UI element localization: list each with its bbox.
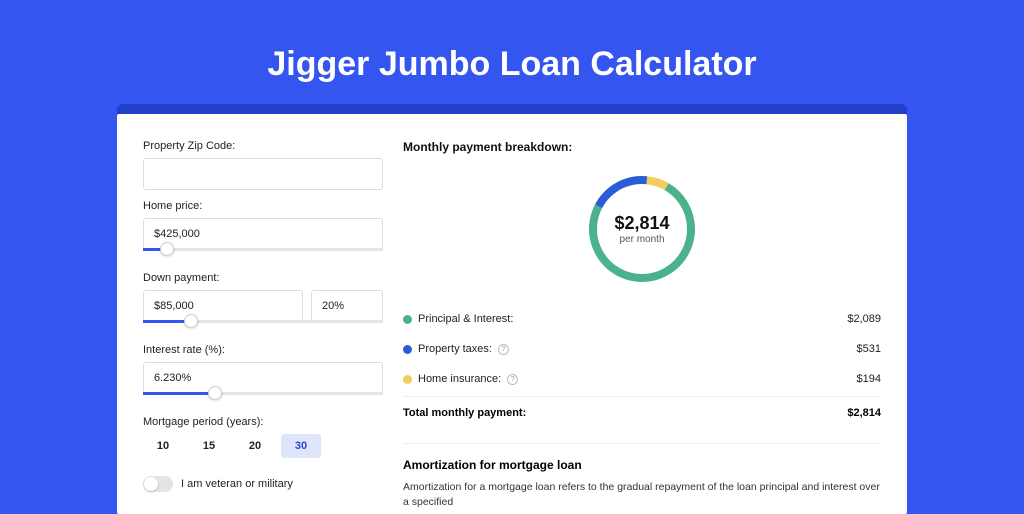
breakdown-title: Monthly payment breakdown: [403, 140, 881, 154]
legend-label: Home insurance: [418, 373, 501, 385]
toggle-knob [144, 477, 158, 491]
legend-insurance: Home insurance: ? $194 [403, 364, 881, 394]
amortization-text: Amortization for a mortgage loan refers … [403, 480, 881, 509]
zip-label: Property Zip Code: [143, 140, 383, 152]
period-options: 10 15 20 30 [143, 434, 383, 458]
donut-amount: $2,814 [614, 213, 669, 234]
dot-icon [403, 375, 412, 384]
home-price-label: Home price: [143, 200, 383, 212]
donut-center: $2,814 per month [597, 184, 687, 274]
down-payment-slider[interactable] [143, 320, 383, 334]
veteran-label: I am veteran or military [181, 478, 293, 490]
down-payment-input[interactable] [143, 290, 303, 322]
home-price-input[interactable] [143, 218, 383, 250]
zip-input[interactable] [143, 158, 383, 190]
amortization-section: Amortization for mortgage loan Amortizat… [403, 443, 881, 509]
legend-label: Property taxes: [418, 343, 492, 355]
donut-chart: $2,814 per month [581, 168, 703, 290]
interest-slider[interactable] [143, 392, 383, 406]
down-payment-field: Down payment: [143, 272, 383, 334]
legend-taxes: Property taxes: ? $531 [403, 334, 881, 364]
interest-field: Interest rate (%): [143, 344, 383, 406]
breakdown-column: Monthly payment breakdown: $2,814 per mo… [403, 140, 881, 514]
amortization-title: Amortization for mortgage loan [403, 458, 881, 472]
period-field: Mortgage period (years): 10 15 20 30 [143, 416, 383, 458]
calculator-card: Property Zip Code: Home price: Down paym… [117, 114, 907, 514]
veteran-toggle[interactable] [143, 476, 173, 492]
total-label: Total monthly payment: [403, 407, 526, 419]
donut-sub: per month [619, 234, 664, 245]
page-title: Jigger Jumbo Loan Calculator [0, 0, 1024, 104]
veteran-row: I am veteran or military [143, 476, 383, 492]
period-10-button[interactable]: 10 [143, 434, 183, 458]
slider-thumb[interactable] [160, 242, 174, 256]
total-row: Total monthly payment: $2,814 [403, 396, 881, 429]
dot-icon [403, 345, 412, 354]
info-icon[interactable]: ? [498, 344, 509, 355]
period-20-button[interactable]: 20 [235, 434, 275, 458]
period-label: Mortgage period (years): [143, 416, 383, 428]
dot-icon [403, 315, 412, 324]
down-payment-label: Down payment: [143, 272, 383, 284]
down-payment-pct-input[interactable] [311, 290, 383, 322]
legend-value: $194 [857, 373, 881, 385]
slider-thumb[interactable] [184, 314, 198, 328]
legend-value: $2,089 [847, 313, 881, 325]
interest-label: Interest rate (%): [143, 344, 383, 356]
slider-thumb[interactable] [208, 386, 222, 400]
form-column: Property Zip Code: Home price: Down paym… [143, 140, 383, 514]
info-icon[interactable]: ? [507, 374, 518, 385]
total-value: $2,814 [847, 407, 881, 419]
zip-field: Property Zip Code: [143, 140, 383, 190]
period-15-button[interactable]: 15 [189, 434, 229, 458]
home-price-slider[interactable] [143, 248, 383, 262]
legend-value: $531 [857, 343, 881, 355]
calculator-shadow: Property Zip Code: Home price: Down paym… [117, 104, 907, 514]
period-30-button[interactable]: 30 [281, 434, 321, 458]
donut-chart-wrap: $2,814 per month [403, 162, 881, 304]
legend-principal: Principal & Interest: $2,089 [403, 304, 881, 334]
home-price-field: Home price: [143, 200, 383, 262]
interest-input[interactable] [143, 362, 383, 394]
legend-label: Principal & Interest: [418, 313, 513, 325]
